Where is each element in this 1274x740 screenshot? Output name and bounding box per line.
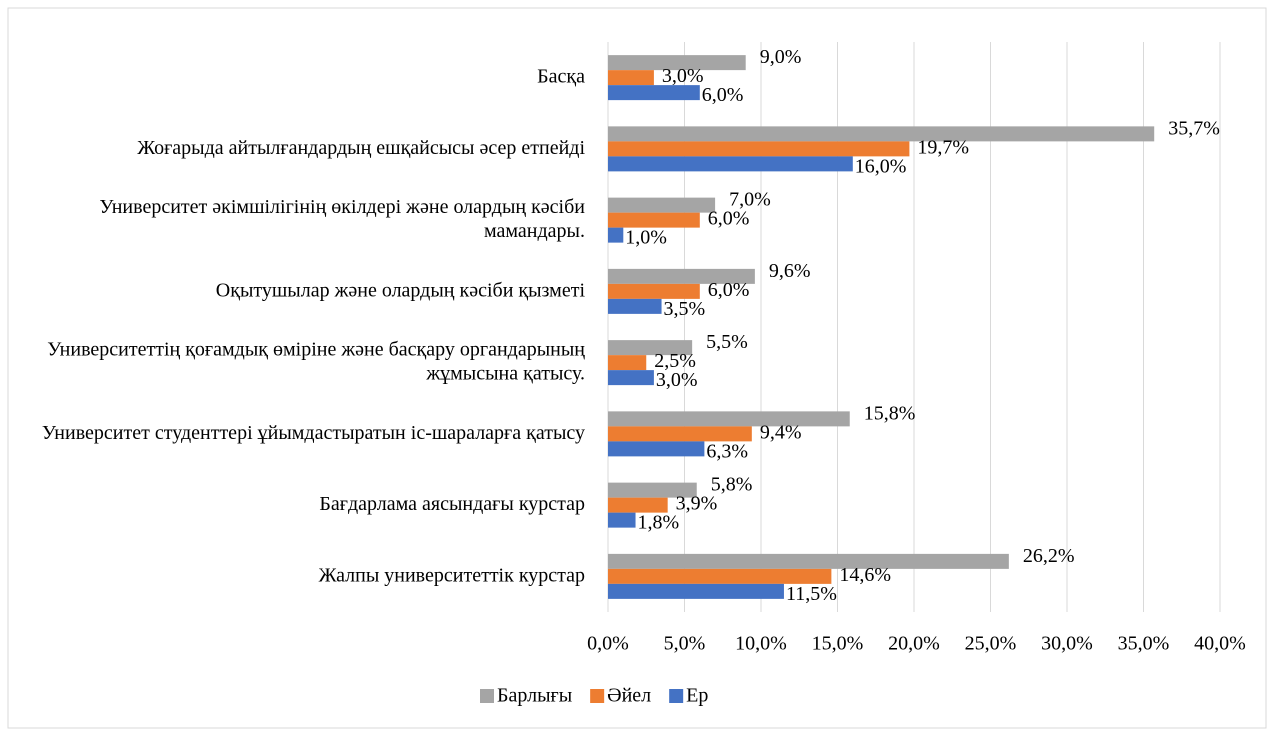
value-label: 7,0%	[729, 189, 771, 211]
value-label: 5,5%	[706, 331, 748, 353]
x-tick-label: 40,0%	[1194, 633, 1246, 655]
value-label: 6,3%	[706, 440, 748, 462]
value-label: 9,6%	[769, 260, 811, 282]
bar	[608, 482, 697, 498]
y-tick-label: Жалпы университеттік курстар	[319, 564, 585, 586]
bar	[608, 268, 755, 284]
bar	[608, 85, 700, 101]
bar	[608, 512, 636, 528]
bar	[608, 583, 784, 599]
y-tick-label: Бағдарлама аясындағы курстар	[319, 493, 585, 515]
bar	[608, 283, 700, 299]
value-label: 14,6%	[839, 564, 891, 586]
value-label: 35,7%	[1168, 117, 1220, 139]
bar	[608, 355, 647, 371]
x-tick-label: 10,0%	[735, 633, 787, 655]
bar	[608, 553, 1009, 569]
bar	[608, 426, 752, 442]
value-label: 6,0%	[702, 84, 744, 106]
value-label: 1,8%	[638, 512, 680, 534]
value-label: 3,0%	[662, 65, 704, 87]
value-label: 19,7%	[917, 136, 969, 158]
value-label: 6,0%	[708, 208, 750, 230]
bar	[608, 156, 853, 172]
x-tick-label: 0,0%	[587, 633, 629, 655]
bar	[608, 227, 624, 243]
y-tick-label: Жоғарыда айтылғандардың ешқайсысы әсер е…	[137, 136, 585, 158]
value-label: 16,0%	[855, 155, 907, 177]
legend-swatch	[590, 689, 605, 703]
x-tick-label: 15,0%	[812, 633, 864, 655]
x-tick-label: 20,0%	[888, 633, 940, 655]
y-tick-label: Университет студенттері ұйымдастыратын і…	[42, 421, 585, 443]
x-tick-label: 25,0%	[965, 633, 1017, 655]
bar	[608, 126, 1155, 142]
bar	[608, 70, 654, 86]
y-tick-label: Оқытушылар және олардың кәсіби қызметі	[216, 279, 586, 301]
bar	[608, 212, 700, 228]
bar	[608, 340, 693, 356]
value-label: 26,2%	[1023, 545, 1075, 567]
bar	[608, 441, 705, 457]
x-tick-label: 5,0%	[664, 633, 706, 655]
legend-label: Әйел	[607, 685, 651, 707]
value-label: 1,0%	[625, 227, 667, 249]
value-label: 11,5%	[786, 583, 837, 605]
value-label: 2,5%	[654, 350, 696, 372]
y-tick-label: Университеттің қоғамдық өміріне және бас…	[47, 338, 585, 384]
x-tick-label: 30,0%	[1041, 633, 1093, 655]
value-label: 3,5%	[664, 298, 706, 320]
value-label: 3,9%	[676, 493, 718, 515]
bar	[608, 370, 654, 386]
value-label: 6,0%	[708, 279, 750, 301]
legend-swatch	[669, 689, 684, 703]
bar	[608, 568, 832, 584]
value-label: 15,8%	[864, 402, 916, 424]
bar	[608, 141, 910, 157]
value-label: 9,0%	[760, 46, 802, 68]
bar	[608, 197, 716, 213]
legend-label: Барлығы	[497, 685, 572, 707]
value-label: 5,8%	[711, 474, 753, 496]
value-label: 9,4%	[760, 421, 802, 443]
bar	[608, 55, 746, 71]
bar	[608, 497, 668, 513]
legend-swatch	[480, 689, 494, 703]
bar	[608, 411, 850, 427]
y-tick-label: Университет әкімшілігінің өкілдері және …	[99, 196, 585, 242]
value-label: 3,0%	[656, 369, 698, 391]
x-tick-label: 35,0%	[1118, 633, 1170, 655]
legend-label: Ер	[686, 685, 708, 707]
bar	[608, 298, 662, 314]
y-tick-label: Басқа	[537, 65, 585, 87]
